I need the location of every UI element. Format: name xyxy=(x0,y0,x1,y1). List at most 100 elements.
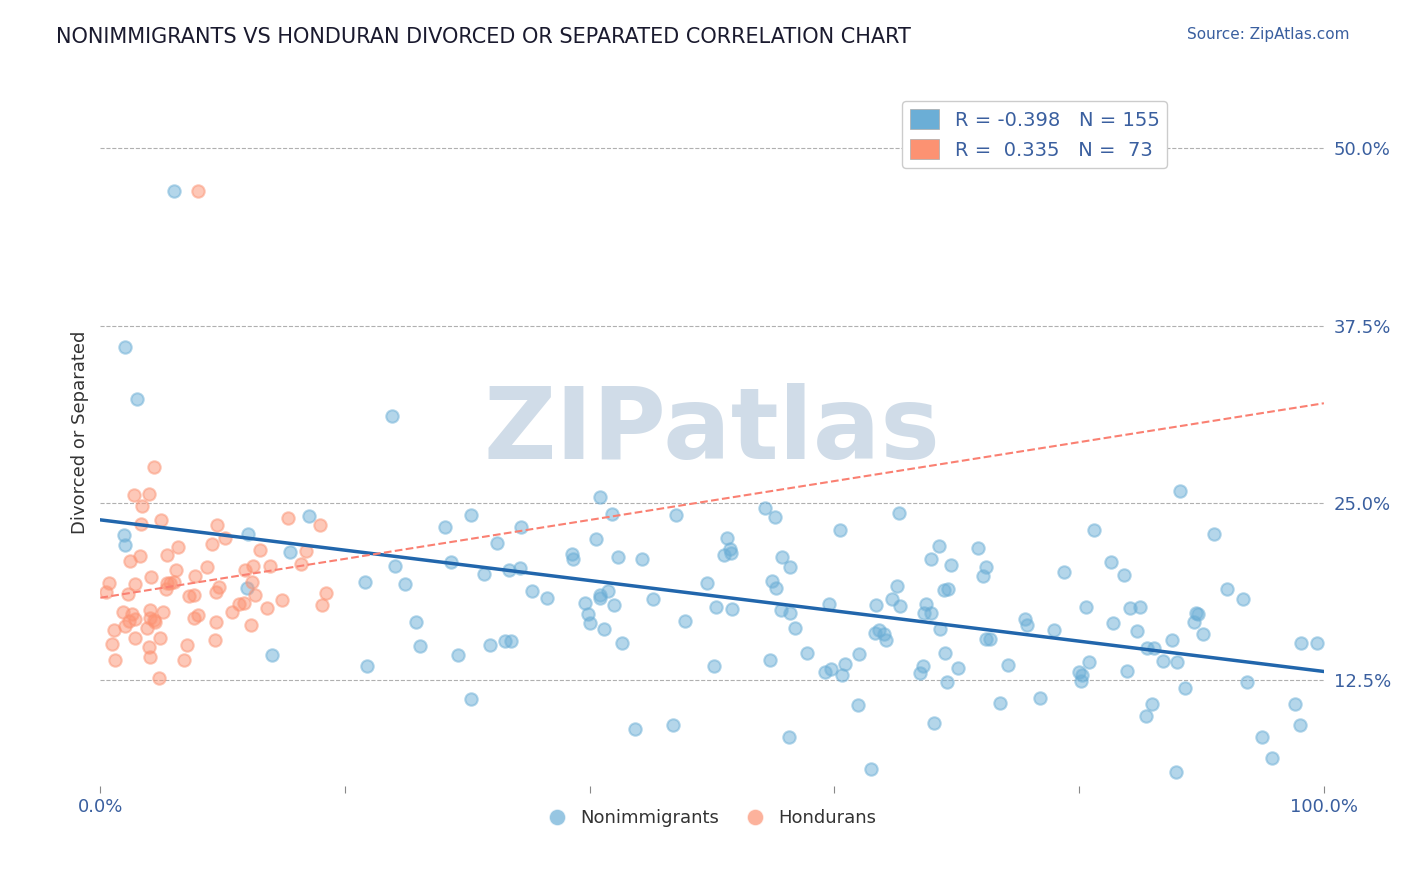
Point xyxy=(381,409,404,423)
Point xyxy=(814,665,837,679)
Point xyxy=(103,623,125,637)
Point xyxy=(152,605,174,619)
Point xyxy=(155,582,177,596)
Point xyxy=(820,662,842,676)
Point xyxy=(315,586,337,600)
Point xyxy=(354,574,377,589)
Point xyxy=(114,340,136,354)
Point xyxy=(1076,600,1098,615)
Point xyxy=(1182,615,1205,629)
Point xyxy=(163,184,186,198)
Point xyxy=(880,591,903,606)
Point xyxy=(156,575,179,590)
Point xyxy=(721,602,744,616)
Point xyxy=(673,614,696,628)
Point xyxy=(967,541,990,555)
Point xyxy=(290,557,312,571)
Point xyxy=(117,587,139,601)
Point xyxy=(125,392,148,407)
Point xyxy=(259,559,281,574)
Point xyxy=(1070,668,1092,682)
Point xyxy=(596,583,619,598)
Point xyxy=(602,598,624,612)
Point xyxy=(915,597,938,611)
Point xyxy=(696,575,718,590)
Point xyxy=(124,631,146,645)
Point xyxy=(641,592,664,607)
Point xyxy=(974,632,997,646)
Point xyxy=(536,591,558,606)
Point xyxy=(150,513,173,527)
Point xyxy=(187,608,209,623)
Point xyxy=(1232,592,1254,607)
Point xyxy=(405,615,427,630)
Point xyxy=(761,574,783,589)
Point xyxy=(138,603,160,617)
Point xyxy=(208,580,231,594)
Point xyxy=(138,640,160,655)
Point xyxy=(1289,718,1312,732)
Point xyxy=(1069,665,1091,679)
Point xyxy=(785,621,807,635)
Point xyxy=(97,575,120,590)
Point xyxy=(631,551,654,566)
Point xyxy=(889,599,911,614)
Point xyxy=(1126,624,1149,638)
Point xyxy=(277,511,299,525)
Point xyxy=(1306,636,1329,650)
Point xyxy=(295,544,318,558)
Point xyxy=(946,661,969,675)
Point xyxy=(1119,601,1142,615)
Point xyxy=(498,564,520,578)
Point xyxy=(472,567,495,582)
Point xyxy=(148,671,170,685)
Point xyxy=(1135,708,1157,723)
Point xyxy=(1261,751,1284,765)
Point xyxy=(440,555,463,569)
Point xyxy=(610,635,633,649)
Point xyxy=(96,585,118,599)
Point xyxy=(1236,675,1258,690)
Point xyxy=(922,716,945,731)
Point xyxy=(920,551,942,566)
Point xyxy=(129,517,152,532)
Point xyxy=(972,569,994,583)
Point xyxy=(124,612,146,626)
Point xyxy=(607,549,630,564)
Point xyxy=(143,613,166,627)
Point xyxy=(394,576,416,591)
Point xyxy=(111,605,134,619)
Point xyxy=(165,563,187,577)
Point xyxy=(142,459,165,474)
Point xyxy=(934,646,956,660)
Point xyxy=(138,650,160,665)
Point xyxy=(769,603,792,617)
Point xyxy=(754,500,776,515)
Point xyxy=(1015,618,1038,632)
Point xyxy=(1202,527,1225,541)
Point xyxy=(912,606,935,620)
Point xyxy=(1216,582,1239,597)
Point xyxy=(1043,623,1066,637)
Point xyxy=(104,653,127,667)
Point xyxy=(1101,615,1123,630)
Point xyxy=(159,575,181,590)
Point xyxy=(112,527,135,541)
Point xyxy=(156,548,179,562)
Point xyxy=(1099,555,1122,569)
Point xyxy=(886,579,908,593)
Point xyxy=(195,560,218,574)
Point xyxy=(772,549,794,564)
Point xyxy=(703,659,725,673)
Point xyxy=(238,527,260,541)
Point xyxy=(860,763,883,777)
Point xyxy=(118,614,141,628)
Point xyxy=(177,589,200,603)
Point xyxy=(600,508,623,522)
Point xyxy=(494,634,516,648)
Point xyxy=(997,657,1019,672)
Point xyxy=(486,536,509,550)
Point xyxy=(1136,641,1159,656)
Point xyxy=(863,625,886,640)
Point xyxy=(205,615,228,629)
